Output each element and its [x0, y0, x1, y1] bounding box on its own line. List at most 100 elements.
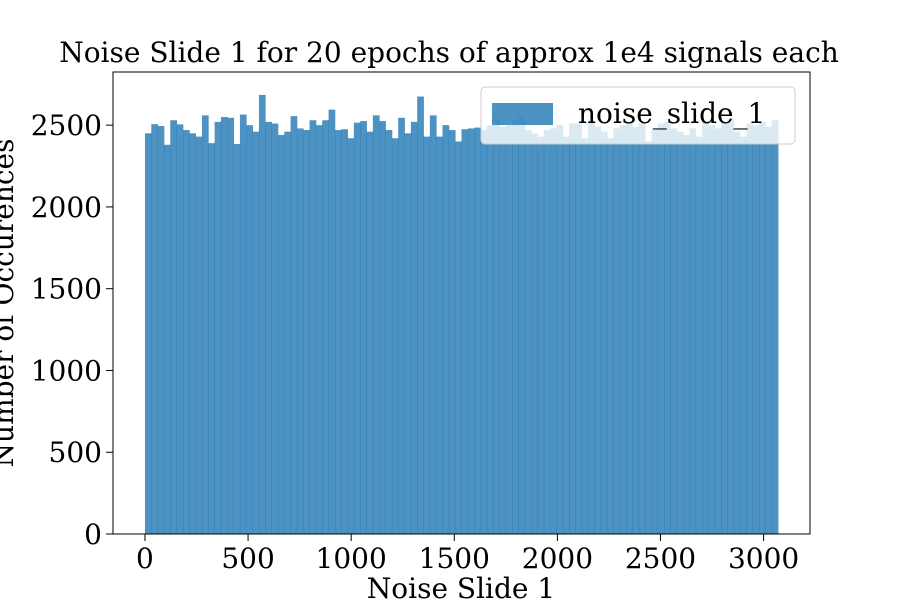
- histogram-bar: [195, 136, 203, 534]
- histogram-bar: [531, 133, 538, 534]
- histogram-bar: [360, 121, 367, 534]
- histogram-bar: [151, 124, 159, 535]
- histogram-bar: [518, 115, 526, 535]
- histogram-bar: [252, 131, 260, 535]
- histogram-bar: [588, 120, 595, 534]
- histogram-bar: [746, 123, 754, 534]
- histogram-bar: [765, 126, 773, 535]
- histogram-bar: [182, 130, 190, 534]
- histogram-bar: [550, 128, 557, 534]
- histogram-bar: [214, 121, 222, 535]
- histogram-bars: [144, 94, 779, 535]
- histogram-bar: [334, 130, 342, 534]
- histogram-bar: [448, 130, 456, 534]
- histogram-bar: [163, 144, 171, 535]
- histogram-bar: [505, 125, 513, 534]
- y-tick-label: 0: [84, 518, 102, 551]
- x-axis-ticks: 0 500 1000 1500 2000 2500 3000: [136, 534, 799, 575]
- x-tick-label: 1000: [316, 542, 387, 575]
- histogram-bar: [366, 131, 374, 535]
- histogram-bar: [613, 128, 621, 534]
- x-tick-label: 3000: [728, 542, 799, 575]
- histogram-bar: [341, 129, 348, 534]
- histogram-bar: [347, 138, 355, 534]
- histogram-bar: [474, 127, 481, 534]
- histogram-bar: [670, 128, 678, 534]
- y-tick-label: 1500: [31, 273, 102, 306]
- histogram-bar: [303, 130, 310, 534]
- histogram-bar: [391, 138, 399, 534]
- x-tick-label: 0: [136, 542, 154, 575]
- histogram-bar: [733, 131, 741, 535]
- legend-swatch: [492, 103, 553, 125]
- histogram-bar: [208, 143, 216, 534]
- histogram-bar: [258, 94, 266, 535]
- histogram-bar: [467, 128, 475, 534]
- histogram-bar: [486, 125, 494, 534]
- histogram-bar: [284, 131, 291, 535]
- histogram-bar: [512, 120, 519, 534]
- histogram-bar: [239, 114, 247, 534]
- histogram-bar: [581, 138, 589, 534]
- histogram-bar: [626, 123, 633, 534]
- plot-frame: [112, 71, 811, 535]
- histogram-bar: [404, 133, 412, 534]
- histogram-bar: [752, 125, 760, 534]
- chart-title: Noise Slide 1 for 20 epochs of approx 1e…: [59, 36, 839, 69]
- histogram-bar: [322, 120, 329, 534]
- histogram-bar: [569, 123, 576, 534]
- histogram-bar: [379, 121, 386, 534]
- histogram-bar: [417, 96, 424, 534]
- histogram-bar: [524, 130, 532, 534]
- histogram-bar: [271, 123, 279, 534]
- histogram-bar: [290, 116, 298, 534]
- histogram-bar: [702, 121, 709, 535]
- histogram-bar: [480, 130, 488, 534]
- histogram-bar: [771, 120, 779, 534]
- histogram-bar: [683, 134, 690, 534]
- histogram-bar: [493, 118, 500, 534]
- y-axis-ticks: 0 500 1000 1500 2000 2500: [31, 109, 113, 551]
- histogram-bar: [455, 141, 462, 534]
- histogram-bar: [740, 136, 747, 534]
- histogram-bar: [227, 117, 234, 535]
- histogram-bar: [398, 117, 405, 535]
- histogram-bar: [385, 130, 393, 534]
- histogram-bar: [676, 131, 684, 535]
- histogram-bar: [201, 115, 209, 535]
- y-tick-label: 2500: [31, 109, 102, 142]
- x-axis-label: Noise Slide 1: [367, 572, 555, 600]
- histogram-bar: [619, 125, 627, 534]
- histogram-bar: [372, 115, 380, 535]
- histogram-bar: [714, 128, 722, 534]
- x-tick-label: 2000: [522, 542, 593, 575]
- histogram-bar: [695, 136, 703, 534]
- histogram-bar: [594, 126, 602, 535]
- histogram-bar: [556, 125, 564, 534]
- histogram-bar: [499, 126, 507, 535]
- y-tick-label: 500: [49, 436, 102, 469]
- histogram-bar: [296, 128, 304, 534]
- histogram-bar: [353, 122, 361, 535]
- histogram-bar: [562, 136, 570, 534]
- histogram-bar: [600, 131, 608, 535]
- y-tick-label: 1000: [31, 354, 102, 387]
- histogram-bar: [423, 136, 431, 534]
- histogram-bar: [607, 138, 614, 534]
- histogram-bar: [708, 125, 716, 534]
- histogram-bar: [189, 133, 197, 534]
- histogram-bar: [651, 130, 659, 534]
- histogram-bar: [632, 126, 640, 535]
- histogram-bar: [689, 128, 697, 534]
- histogram-bar: [442, 125, 450, 534]
- histogram-bar: [461, 129, 469, 534]
- histogram-bar: [664, 121, 671, 535]
- histogram-bar: [246, 125, 253, 534]
- histogram-bar: [265, 121, 272, 535]
- histogram-bar: [429, 115, 437, 535]
- histogram-bar: [233, 143, 241, 534]
- x-tick-label: 1500: [419, 542, 490, 575]
- legend: noise_slide_1: [480, 86, 796, 145]
- histogram-bar: [436, 136, 443, 534]
